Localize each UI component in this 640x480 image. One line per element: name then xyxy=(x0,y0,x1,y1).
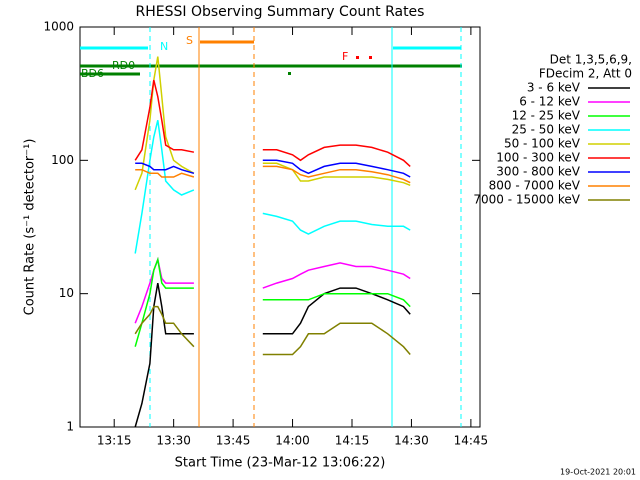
series-line xyxy=(134,56,411,191)
flag-dot xyxy=(288,72,291,75)
series-line xyxy=(134,120,411,254)
y-tick-label: 100 xyxy=(51,153,74,167)
x-tick-label: 13:30 xyxy=(156,434,191,448)
series-line xyxy=(134,79,411,167)
flag-label: N xyxy=(160,40,168,53)
x-tick-label: 14:30 xyxy=(394,434,429,448)
flag-label: S xyxy=(186,34,193,47)
x-tick-label: 14:45 xyxy=(454,434,489,448)
series-line xyxy=(134,305,411,356)
legend-label: 12 - 25 keV xyxy=(512,109,581,123)
flag-label: BD6 xyxy=(81,67,104,80)
x-tick-label: 13:15 xyxy=(97,434,132,448)
series-line xyxy=(134,256,411,324)
legend-label: 300 - 800 keV xyxy=(496,165,580,179)
legend-label: 25 - 50 keV xyxy=(512,123,581,137)
x-tick-label: 13:45 xyxy=(216,434,251,448)
series-line xyxy=(135,165,411,184)
footer: 19-Oct-2021 20:01 xyxy=(560,468,636,477)
flag-dot xyxy=(369,56,372,59)
flag-label: RD0 xyxy=(112,59,135,72)
plot-frame xyxy=(79,26,481,428)
legend-label: 50 - 100 keV xyxy=(504,137,581,151)
flags xyxy=(80,40,462,76)
legend-label: 7000 - 15000 keV xyxy=(473,193,580,207)
x-axis-label: Start Time (23-Mar-12 13:06:22) xyxy=(175,456,386,471)
y-tick-label: 1000 xyxy=(43,20,74,34)
chart-title: RHESSI Observing Summary Count Rates xyxy=(136,4,425,20)
flag-dot xyxy=(356,56,359,59)
x-tick-label: 14:15 xyxy=(335,434,370,448)
legend-label: 6 - 12 keV xyxy=(519,95,581,109)
y-axis-label: Count Rate (s⁻¹ detector⁻¹) xyxy=(23,139,38,316)
x-tick-label: 14:00 xyxy=(275,434,310,448)
series-line xyxy=(134,282,411,428)
legend-header: FDecim 2, Att 0 xyxy=(539,67,632,81)
legend-label: 100 - 300 keV xyxy=(496,151,580,165)
y-tick-label: 1 xyxy=(66,420,74,434)
flag-label: F xyxy=(342,50,348,63)
legend-header: Det 1,3,5,6,9, xyxy=(550,53,632,67)
legend-label: 3 - 6 keV xyxy=(527,81,581,95)
series-line xyxy=(135,159,411,178)
series-line xyxy=(134,256,411,347)
y-tick-label: 10 xyxy=(59,286,74,300)
legend-label: 800 - 7000 keV xyxy=(489,179,581,193)
